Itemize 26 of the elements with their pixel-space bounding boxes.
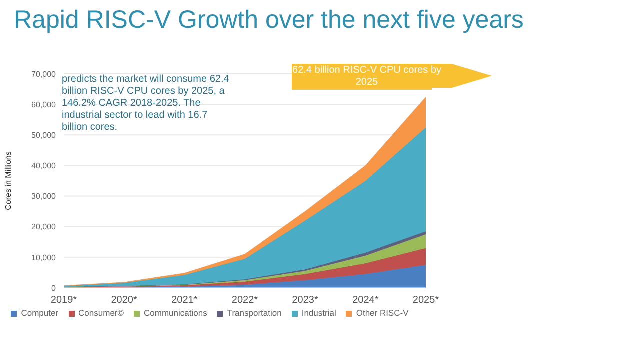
legend-label: Computer <box>21 308 59 318</box>
y-tick-label: 60,000 <box>32 100 57 110</box>
y-axis-title: Cores in Millions <box>4 152 13 210</box>
legend-label: Industrial <box>302 308 336 318</box>
arrow-callout: 62.4 billion RISC-V CPU cores by 2025 <box>292 64 492 90</box>
legend-label: Consumer© <box>78 308 124 318</box>
y-tick-label: 30,000 <box>32 192 57 202</box>
x-tick-label: 2020* <box>111 295 138 306</box>
x-tick-label: 2019* <box>50 295 78 306</box>
y-tick-label: 40,000 <box>32 162 57 171</box>
annotation: predicts the market will consume 62.4 billion RISC-V CPU cores by 2025, a 146.2% CAGR 2018-2025. The industrial sector to lead with 16.7 billion cores. <box>62 74 230 134</box>
annotation: 62.4 billion RISC-V CPU cores by 2025 <box>292 65 442 89</box>
legend-label: Transportation <box>227 308 282 318</box>
x-tick-label: 2022* <box>232 295 258 306</box>
x-tick-label: 2023* <box>292 295 319 306</box>
x-tick-label: 2025* <box>412 295 440 306</box>
y-tick-label: 0 <box>52 284 57 293</box>
legend-label: Other RISC-V <box>356 308 409 318</box>
y-tick-label: 20,000 <box>32 222 57 232</box>
y-tick-label: 10,000 <box>32 253 57 262</box>
y-tick-label: 50,000 <box>32 130 57 140</box>
x-tick-label: 2024* <box>352 295 379 306</box>
legend-label: Communications <box>144 308 208 318</box>
y-tick-label: 70,000 <box>32 70 57 79</box>
chart-title: Rapid RISC-V Growth over the next five years <box>14 6 524 35</box>
x-tick-label: 2021* <box>172 295 198 306</box>
